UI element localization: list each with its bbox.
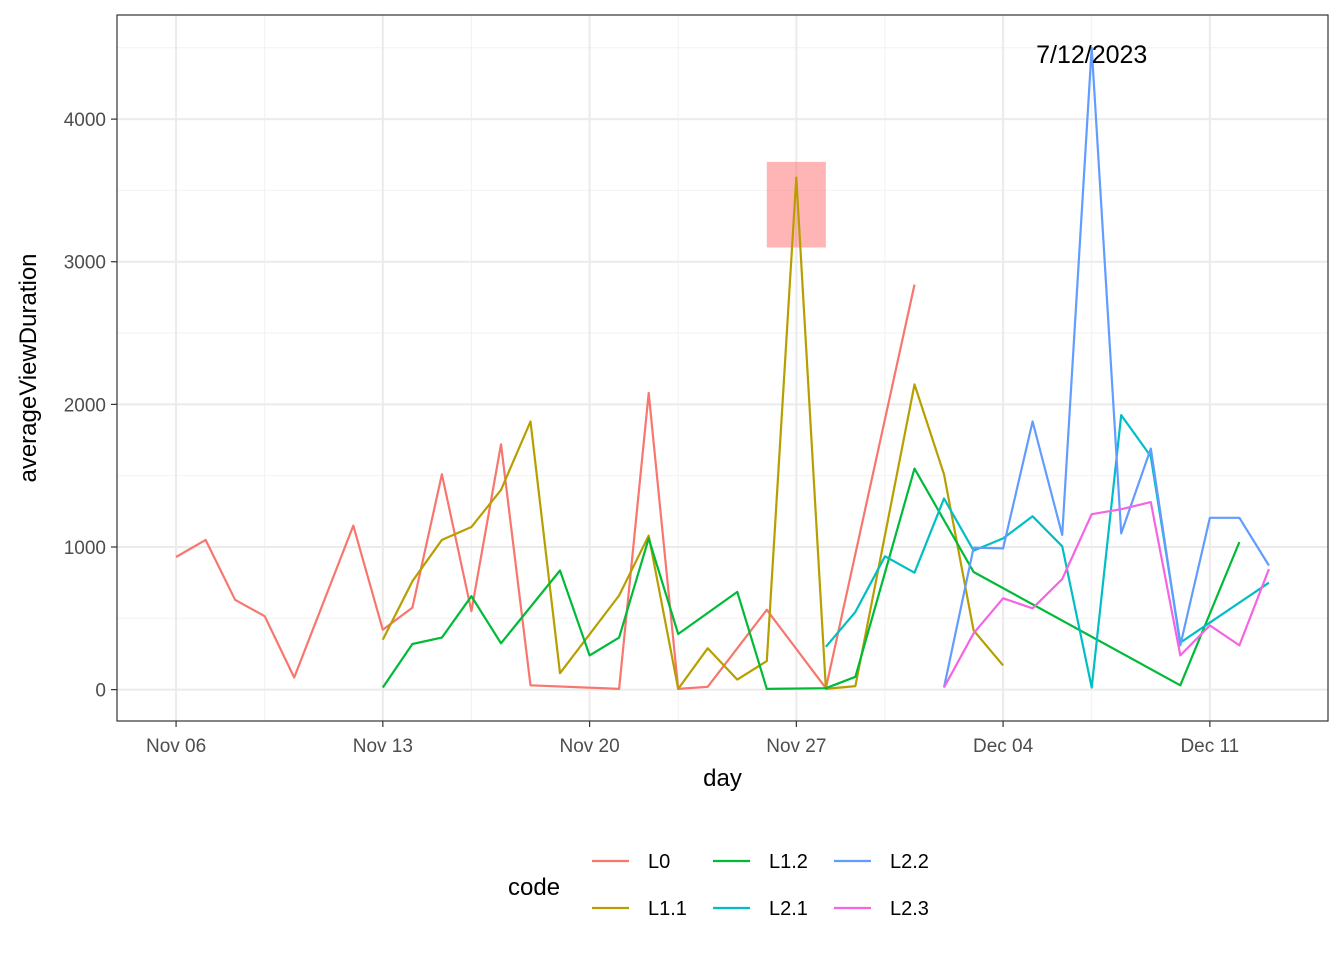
x-tick-label: Nov 27 xyxy=(766,736,826,757)
series-line-L2-2 xyxy=(942,46,1270,688)
x-tick-label: Dec 04 xyxy=(973,736,1034,757)
x-tick-label: Nov 20 xyxy=(559,736,619,757)
series-line-L0 xyxy=(175,284,916,691)
legend-label: L2.2 xyxy=(890,851,929,873)
x-axis: Nov 06 Nov 13 Nov 20 Nov 27 Dec 04 Dec 11 xyxy=(146,721,1239,757)
series-line-L1-1 xyxy=(381,176,1004,691)
legend-label: L0 xyxy=(648,851,670,873)
legend-label: L2.3 xyxy=(890,898,929,920)
legend: code L0 L1.1 L1.2 L2.1 L2.2 L2.3 xyxy=(508,851,929,920)
highlight-layer xyxy=(766,161,826,248)
grid-minor xyxy=(117,15,1328,721)
x-axis-title: day xyxy=(703,765,742,792)
x-tick-label: Nov 06 xyxy=(146,736,206,757)
series-line-L1-2 xyxy=(381,467,1241,691)
y-tick-label: 4000 xyxy=(64,110,106,131)
legend-label: L2.1 xyxy=(769,898,808,920)
series-layer xyxy=(175,46,1270,691)
annotation-date: 7/12/2023 xyxy=(1036,41,1147,69)
legend-label: L1.1 xyxy=(648,898,687,920)
highlight-box xyxy=(766,161,826,248)
series-line-L2-1 xyxy=(825,414,1270,689)
y-tick-label: 1000 xyxy=(64,538,106,559)
legend-title: code xyxy=(508,874,560,901)
y-tick-label: 2000 xyxy=(64,395,106,416)
y-tick-label: 0 xyxy=(95,681,106,702)
x-tick-label: Nov 13 xyxy=(353,736,413,757)
x-tick-label: Dec 11 xyxy=(1180,736,1239,757)
y-axis: 0 1000 2000 3000 4000 xyxy=(64,110,117,702)
panel-border xyxy=(116,14,1329,722)
legend-label: L1.2 xyxy=(769,851,808,873)
legend-items: L0 L1.1 L1.2 L2.1 L2.2 L2.3 xyxy=(592,851,929,920)
y-axis-title: averageViewDuration xyxy=(15,253,42,482)
y-tick-label: 3000 xyxy=(64,253,106,274)
grid-major xyxy=(117,15,1328,721)
series-line-L2-3 xyxy=(943,501,1270,689)
